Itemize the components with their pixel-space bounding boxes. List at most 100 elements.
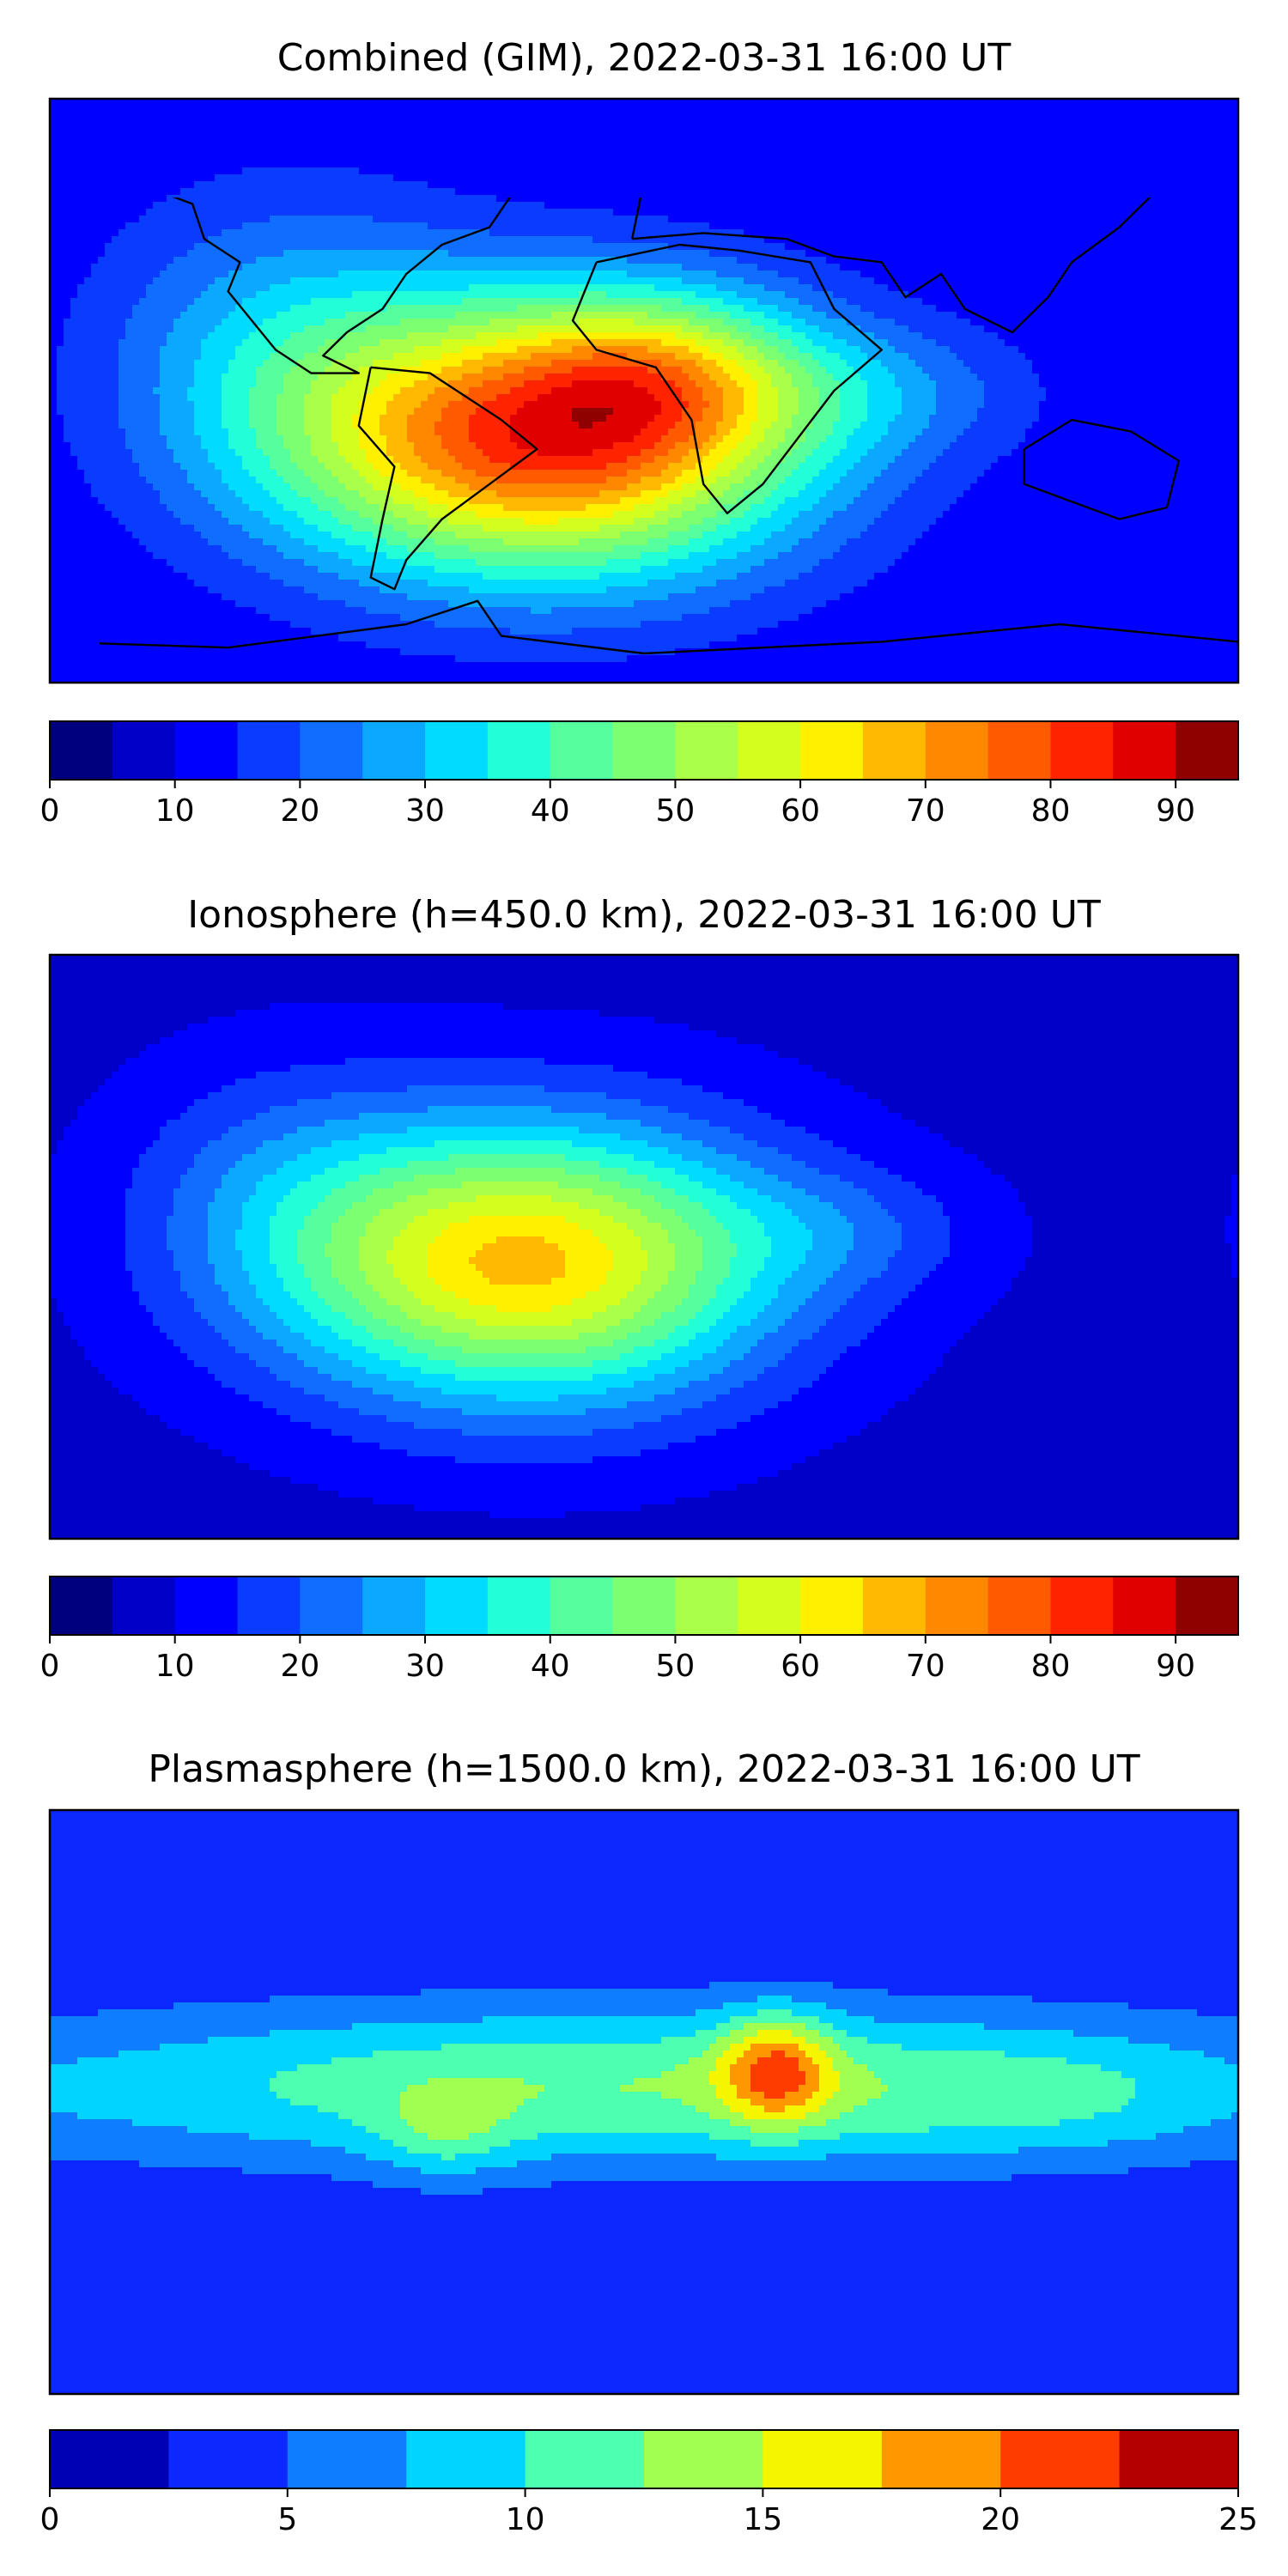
contour-cell (689, 154, 696, 161)
contour-cell (194, 154, 202, 161)
contour-cell (50, 257, 58, 264)
contour-cell (132, 167, 140, 175)
contour-cell (1211, 112, 1218, 120)
contour-cell (647, 126, 655, 134)
contour-cell (929, 264, 937, 271)
contour-cell (977, 119, 985, 127)
contour-cell (538, 99, 545, 106)
contour-cell (1046, 181, 1054, 189)
contour-cell (1066, 106, 1074, 113)
contour-cell (318, 126, 325, 134)
contour-cell (256, 216, 264, 223)
contour-cell (805, 236, 813, 244)
contour-cell (297, 154, 305, 161)
contour-cell (414, 133, 422, 141)
contour-cell (826, 181, 834, 189)
contour-cell (201, 216, 209, 223)
contour-cell (957, 126, 964, 134)
contour-cell (970, 119, 978, 127)
contour-cell (1190, 140, 1198, 148)
contour-cell (1087, 119, 1095, 127)
contour-cell (441, 99, 449, 106)
contour-cell (1135, 174, 1143, 182)
contour-cell (1197, 195, 1205, 203)
contour-cell (496, 140, 504, 148)
contour-cell (977, 257, 985, 264)
contour-cell (1115, 250, 1122, 258)
contour-cell (434, 209, 442, 216)
contour-cell (469, 188, 477, 196)
contour-cell (867, 243, 875, 251)
contour-cell (160, 257, 167, 264)
contour-cell (496, 243, 504, 251)
contour-cell (146, 270, 154, 278)
contour-cell (64, 140, 71, 148)
contour-cell (256, 99, 264, 106)
contour-cell (757, 181, 765, 189)
contour-cell (702, 188, 710, 196)
contour-cell (984, 264, 992, 271)
contour-cell (826, 202, 834, 210)
contour-cell (428, 222, 435, 230)
contour-cell (338, 291, 346, 299)
contour-cell (118, 257, 126, 264)
contour-cell (70, 257, 78, 264)
contour-cell (840, 270, 848, 278)
contour-cell (160, 264, 167, 271)
contour-cell (139, 126, 147, 134)
contour-cell (524, 140, 532, 148)
contour-cell (380, 99, 387, 106)
contour-cell (489, 167, 497, 175)
contour-cell (833, 140, 841, 148)
contour-cell (888, 243, 896, 251)
contour-cell (112, 126, 119, 134)
contour-cell (599, 195, 607, 203)
contour-cell (572, 284, 580, 292)
contour-cell (915, 243, 923, 251)
contour-cell (338, 181, 346, 189)
contour-cell (805, 216, 813, 223)
contour-cell (1211, 216, 1218, 223)
contour-cell (661, 236, 669, 244)
contour-cell (1080, 188, 1088, 196)
contour-cell (64, 270, 71, 278)
contour-cell (854, 243, 861, 251)
contour-cell (682, 147, 690, 155)
contour-cell (970, 229, 978, 237)
contour-cell (167, 264, 174, 271)
contour-cell (112, 202, 119, 210)
contour-cell (503, 250, 511, 258)
contour-cell (373, 154, 380, 161)
contour-cell (325, 195, 332, 203)
contour-cell (132, 216, 140, 223)
contour-cell (1204, 209, 1212, 216)
contour-cell (730, 99, 738, 106)
contour-cell (778, 236, 786, 244)
contour-cell (572, 257, 580, 264)
contour-cell (469, 167, 477, 175)
contour-cell (874, 99, 882, 106)
contour-cell (1197, 250, 1205, 258)
contour-cell (661, 161, 669, 168)
contour-cell (524, 99, 532, 106)
contour-cell (1025, 161, 1033, 168)
contour-cell (716, 112, 724, 120)
contour-cell (1156, 112, 1163, 120)
contour-cell (1135, 167, 1143, 175)
contour-cell (647, 229, 655, 237)
contour-cell (228, 202, 236, 210)
contour-cell (737, 133, 744, 141)
contour-cell (311, 270, 319, 278)
contour-cell (510, 250, 518, 258)
contour-cell (750, 154, 758, 161)
contour-cell (146, 140, 154, 148)
contour-cell (805, 284, 813, 292)
contour-cell (778, 140, 786, 148)
contour-cell (50, 250, 58, 258)
contour-cell (599, 126, 607, 134)
contour-cell (785, 257, 793, 264)
contour-cell (744, 243, 751, 251)
contour-cell (414, 99, 422, 106)
contour-cell (764, 209, 772, 216)
contour-cell (572, 209, 580, 216)
